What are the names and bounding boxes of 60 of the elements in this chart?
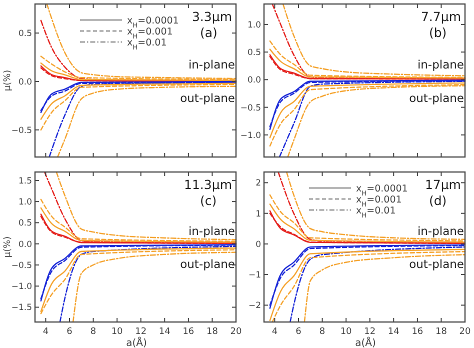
annotation: x$_{H}$=0.01 bbox=[127, 38, 167, 52]
x-tick-label: 6 bbox=[66, 327, 73, 337]
y-tick-label: 0.0 bbox=[18, 77, 32, 88]
y-tick-label: −1.0 bbox=[11, 282, 32, 292]
annotation: in-plane bbox=[417, 224, 464, 238]
x-tick-label: 18 bbox=[206, 327, 218, 337]
y-tick-label: 0 bbox=[256, 240, 261, 250]
y-tick-label: −2 bbox=[248, 301, 261, 312]
text: (c) bbox=[200, 193, 217, 208]
y-tick-label: −0.5 bbox=[11, 260, 32, 271]
y-axis-title: μ(%) bbox=[3, 70, 13, 92]
x-tick-label: 12 bbox=[364, 327, 376, 337]
y-tick-label: 0.5 bbox=[18, 29, 32, 40]
annotation: out-plane bbox=[409, 257, 464, 271]
x-tick-label: 10 bbox=[340, 327, 352, 337]
y-tick-label: 0.0 bbox=[247, 76, 261, 86]
x-tick-label: 14 bbox=[388, 327, 400, 337]
x-tick-label: 4 bbox=[272, 327, 278, 337]
x-tick-label: 12 bbox=[135, 327, 147, 337]
y-tick-label: −1 bbox=[248, 270, 261, 281]
chart-title: 3.3μm bbox=[192, 9, 232, 24]
y-tick-label: 0.5 bbox=[247, 48, 261, 58]
x-tick-label: 20 bbox=[459, 327, 471, 337]
y-tick-label: −0.5 bbox=[240, 103, 261, 114]
x-tick-label: 8 bbox=[90, 327, 96, 337]
x-tick-label: 16 bbox=[182, 327, 194, 337]
x-axis-title: a(Å) bbox=[355, 336, 376, 348]
y-tick-label: 1.0 bbox=[18, 198, 32, 208]
x-tick-label: 4 bbox=[42, 327, 49, 337]
y-axis-title: μ(%) bbox=[3, 236, 13, 258]
text: (b) bbox=[429, 25, 447, 40]
text: 11.3μm bbox=[184, 177, 232, 192]
x-tick-label: 20 bbox=[230, 327, 242, 337]
annotation: in-plane bbox=[188, 57, 235, 72]
x-tick-label: 8 bbox=[319, 327, 326, 337]
x-tick-label: 16 bbox=[412, 327, 424, 337]
y-tick-label: 0.5 bbox=[18, 218, 32, 229]
y-tick-label: −1.0 bbox=[240, 130, 261, 141]
annotation: in-plane bbox=[417, 57, 464, 72]
annotation: x$_{H}$=0.01 bbox=[356, 206, 396, 220]
x-tick-label: 14 bbox=[158, 327, 171, 337]
x-axis-title: a(Å) bbox=[126, 336, 147, 348]
y-tick-label: 1.5 bbox=[18, 176, 32, 186]
annotation: out-plane bbox=[409, 90, 464, 105]
text: 7.7μm bbox=[420, 9, 461, 24]
y-tick-label: 2 bbox=[256, 178, 261, 189]
annotation: out-plane bbox=[180, 257, 235, 271]
x-tick-label: 10 bbox=[111, 327, 124, 337]
text: (a) bbox=[200, 25, 218, 40]
x-tick-label: 6 bbox=[296, 327, 302, 337]
annotation: in-plane bbox=[188, 224, 235, 238]
x-tick-label: 18 bbox=[435, 327, 448, 337]
text: 17μm bbox=[424, 177, 461, 192]
text: (d) bbox=[429, 193, 447, 208]
y-tick-label: 1 bbox=[256, 209, 261, 220]
y-tick-label: 1.0 bbox=[247, 20, 261, 30]
y-tick-label: 0.0 bbox=[18, 240, 32, 250]
y-tick-label: −1.5 bbox=[11, 303, 32, 314]
y-tick-label: −0.5 bbox=[11, 126, 32, 136]
annotation: out-plane bbox=[180, 90, 235, 105]
